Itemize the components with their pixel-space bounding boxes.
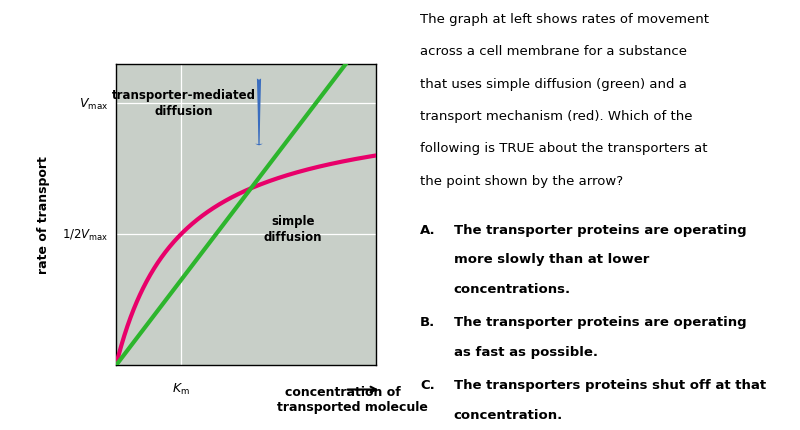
Text: more slowly than at lower: more slowly than at lower: [454, 253, 649, 266]
Text: $\mathit{K}_{\mathrm{m}}$: $\mathit{K}_{\mathrm{m}}$: [172, 381, 190, 396]
Text: C.: C.: [420, 378, 434, 391]
Text: simple
diffusion: simple diffusion: [263, 215, 322, 244]
Text: transporter-mediated
diffusion: transporter-mediated diffusion: [111, 89, 256, 117]
Text: The graph at left shows rates of movement: The graph at left shows rates of movemen…: [420, 13, 709, 26]
Text: The transporter proteins are operating: The transporter proteins are operating: [454, 224, 746, 236]
Text: The transporters proteins shut off at that: The transporters proteins shut off at th…: [454, 378, 766, 391]
Text: 1/2$\mathit{V}_{\mathrm{max}}$: 1/2$\mathit{V}_{\mathrm{max}}$: [62, 227, 108, 242]
Text: concentration of: concentration of: [285, 385, 401, 398]
Text: $\mathit{V}_{\mathrm{max}}$: $\mathit{V}_{\mathrm{max}}$: [79, 96, 108, 111]
Text: rate of transport: rate of transport: [38, 156, 50, 274]
Text: transported molecule: transported molecule: [277, 400, 428, 413]
Text: A.: A.: [420, 224, 436, 236]
Text: the point shown by the arrow?: the point shown by the arrow?: [420, 174, 623, 187]
Text: concentration.: concentration.: [454, 408, 563, 421]
Text: following is TRUE about the transporters at: following is TRUE about the transporters…: [420, 142, 707, 155]
Text: as fast as possible.: as fast as possible.: [454, 345, 598, 358]
Text: that uses simple diffusion (green) and a: that uses simple diffusion (green) and a: [420, 77, 687, 90]
Text: The transporter proteins are operating: The transporter proteins are operating: [454, 316, 746, 329]
Text: B.: B.: [420, 316, 435, 329]
Text: concentrations.: concentrations.: [454, 282, 570, 295]
Text: transport mechanism (red). Which of the: transport mechanism (red). Which of the: [420, 110, 693, 123]
Text: across a cell membrane for a substance: across a cell membrane for a substance: [420, 45, 687, 58]
